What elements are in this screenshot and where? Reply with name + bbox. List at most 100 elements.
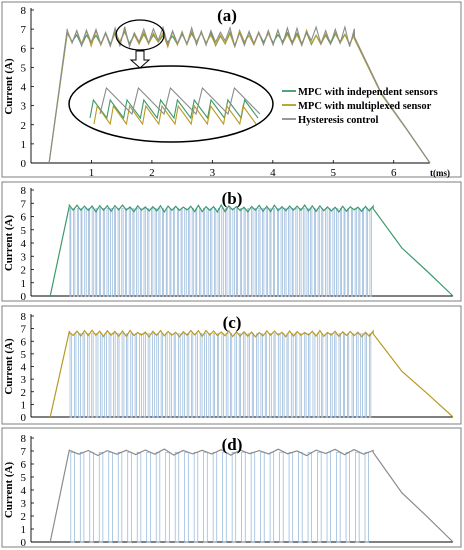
pulse-bar bbox=[146, 451, 151, 543]
pulse-bar bbox=[174, 451, 180, 543]
pulse-bar bbox=[95, 208, 98, 297]
pulse-bar bbox=[295, 333, 298, 418]
y-tick-label: 5 bbox=[21, 62, 27, 74]
y-tick-label: 2 bbox=[21, 511, 27, 523]
pulse-bar bbox=[165, 451, 170, 543]
pulse-bar bbox=[132, 208, 135, 297]
y-tick-label: 3 bbox=[21, 374, 27, 386]
pulse-bar bbox=[269, 208, 272, 297]
pulse-bar bbox=[76, 208, 79, 297]
pulse-bar bbox=[288, 208, 291, 297]
y-tick-label: 5 bbox=[21, 472, 27, 484]
inset-ellipse bbox=[68, 65, 274, 143]
inset-trace bbox=[99, 86, 261, 116]
pulse-bar bbox=[136, 208, 139, 297]
pulse-bar bbox=[236, 208, 238, 297]
pulse-bar bbox=[126, 333, 129, 418]
pulse-bar bbox=[147, 333, 151, 418]
y-tick-label: 3 bbox=[21, 251, 27, 263]
pulse-bar bbox=[106, 208, 109, 297]
y-tick-label: 4 bbox=[21, 238, 27, 250]
pulse-bar bbox=[212, 333, 215, 418]
y-tick-label: 5 bbox=[21, 349, 27, 361]
pulse-bar bbox=[191, 333, 194, 418]
pulse-bar bbox=[262, 208, 265, 297]
y-tick-label: 0 bbox=[21, 412, 27, 424]
y-tick-label: 0 bbox=[21, 291, 27, 303]
pulse-bar bbox=[247, 333, 250, 418]
pulse-bar bbox=[110, 208, 113, 297]
pulse-bar bbox=[269, 333, 272, 418]
pulse-bar bbox=[280, 208, 284, 297]
y-tick-label: 4 bbox=[21, 362, 27, 374]
pulse-bar bbox=[302, 208, 306, 297]
panel-label: (a) bbox=[217, 6, 237, 25]
pulse-bar bbox=[160, 333, 164, 418]
y-tick-label: 6 bbox=[21, 43, 27, 55]
pulse-bar bbox=[88, 208, 90, 297]
pulse-bar bbox=[114, 208, 116, 297]
pulse-bar bbox=[130, 333, 133, 418]
y-tick-label: 1 bbox=[21, 278, 27, 290]
y-tick-label: 7 bbox=[21, 24, 27, 36]
pulse-bar bbox=[143, 208, 146, 297]
pulse-bar bbox=[295, 208, 298, 297]
pulse-bar bbox=[162, 208, 164, 297]
pulse-bar bbox=[121, 333, 125, 418]
pulse-bar bbox=[231, 451, 237, 543]
pulse-bar bbox=[203, 451, 208, 543]
pulse-bar bbox=[265, 208, 268, 297]
y-tick-label: 3 bbox=[21, 101, 27, 113]
y-tick-label: 8 bbox=[21, 311, 27, 323]
y-tick-label: 2 bbox=[21, 120, 27, 132]
legend-entry: MPC with multiplexed sensor bbox=[298, 101, 432, 112]
zoom-region-ellipse bbox=[115, 19, 165, 51]
y-tick-label: 0 bbox=[21, 537, 27, 549]
pulse-bar bbox=[152, 333, 155, 418]
y-axis-label: Current (A) bbox=[3, 58, 15, 115]
y-tick-label: 3 bbox=[21, 498, 27, 510]
pulse-bar bbox=[317, 451, 322, 543]
y-tick-label: 4 bbox=[21, 485, 27, 497]
y-tick-label: 8 bbox=[21, 185, 27, 197]
pulse-bar bbox=[228, 208, 232, 297]
pulse-bar bbox=[117, 208, 120, 297]
y-tick-label: 2 bbox=[21, 387, 27, 399]
pulse-bar bbox=[279, 451, 284, 543]
pulse-bar bbox=[91, 208, 95, 297]
panel-label: (d) bbox=[222, 435, 243, 454]
y-axis-label: Current (A) bbox=[3, 338, 15, 395]
pulse-bar bbox=[364, 333, 367, 418]
series-line-3 bbox=[48, 24, 431, 164]
pulse-bar bbox=[306, 208, 309, 297]
pulse-bar bbox=[317, 208, 321, 297]
y-tick-label: 7 bbox=[21, 324, 27, 336]
pulse-bar bbox=[238, 333, 241, 418]
legend: MPC with independent sensors MPC with mul… bbox=[282, 87, 438, 126]
y-tick-label: 8 bbox=[21, 433, 27, 445]
x-axis-unit: t(ms) bbox=[430, 168, 450, 178]
pulse-bar bbox=[307, 451, 313, 543]
pulse-bar bbox=[284, 208, 287, 297]
y-axis-label: Current (A) bbox=[3, 462, 15, 519]
x-tick-label: 3 bbox=[210, 167, 216, 179]
pulse-bar bbox=[125, 208, 127, 297]
panel-label: (b) bbox=[222, 189, 243, 208]
pulse-bar bbox=[208, 333, 212, 418]
pulse-bar bbox=[369, 333, 372, 418]
pulse-bar bbox=[264, 333, 268, 418]
pulse-bar bbox=[310, 208, 313, 297]
pulse-bar bbox=[360, 333, 363, 418]
x-tick-label: 1 bbox=[89, 167, 95, 179]
panel-label: (c) bbox=[223, 313, 242, 332]
pulse-bar bbox=[355, 451, 360, 543]
pulse-bar bbox=[362, 208, 364, 297]
pulse-bar bbox=[195, 333, 198, 418]
legend-entry: MPC with independent sensors bbox=[298, 87, 438, 98]
pulse-bar bbox=[98, 451, 104, 543]
pulse-bar bbox=[254, 208, 257, 297]
pulse-bar bbox=[182, 333, 185, 418]
y-tick-label: 6 bbox=[21, 212, 27, 224]
